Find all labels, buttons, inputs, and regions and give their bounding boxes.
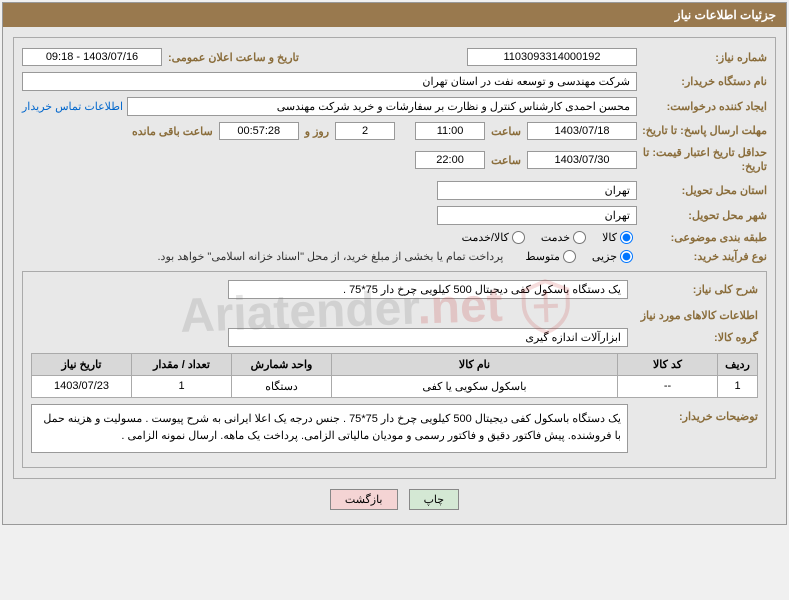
payment-note: پرداخت تمام یا بخشی از مبلغ خرید، از محل…: [158, 250, 510, 263]
th-qty: تعداد / مقدار: [132, 353, 232, 375]
validity-time: 22:00: [415, 151, 485, 169]
radio-partial-input[interactable]: [620, 250, 633, 263]
announce-label: تاریخ و ساعت اعلان عمومی:: [162, 51, 305, 64]
province-value: تهران: [437, 181, 637, 200]
row-deadline: مهلت ارسال پاسخ: تا تاریخ: 1403/07/18 سا…: [22, 122, 767, 140]
radio-goods[interactable]: کالا: [590, 231, 633, 244]
province-label: استان محل تحویل:: [637, 184, 767, 197]
th-code: کد کالا: [618, 353, 718, 375]
deadline-date: 1403/07/18: [527, 122, 637, 140]
buyer-value: شرکت مهندسی و توسعه نفت در استان تهران: [22, 72, 637, 91]
group-value: ابزارآلات اندازه گیری: [228, 328, 628, 347]
row-buyer-notes: توضیحات خریدار: یک دستگاه باسکول کفی دیج…: [31, 404, 758, 453]
deadline-label: مهلت ارسال پاسخ: تا تاریخ:: [637, 124, 767, 138]
validity-label: حداقل تاریخ اعتبار قیمت: تا تاریخ:: [637, 146, 767, 175]
goods-table: ردیف کد کالا نام کالا واحد شمارش تعداد /…: [31, 353, 758, 398]
table-header-row: ردیف کد کالا نام کالا واحد شمارش تعداد /…: [32, 353, 758, 375]
th-name: نام کالا: [332, 353, 618, 375]
need-no-value: 1103093314000192: [467, 48, 637, 66]
group-label: گروه کالا:: [628, 331, 758, 344]
table-row: 1 -- باسکول سکویی یا کفی دستگاه 1 1403/0…: [32, 375, 758, 397]
row-category: طبقه بندی موضوعی: کالا خدمت کالا/خدمت: [22, 231, 767, 244]
cell-name: باسکول سکویی یا کفی: [332, 375, 618, 397]
validity-date: 1403/07/30: [527, 151, 637, 169]
row-summary: شرح کلی نیاز: یک دستگاه باسکول کفی دیجیت…: [31, 280, 758, 299]
goods-info-title: اطلاعات کالاهای مورد نیاز: [31, 309, 758, 322]
cell-qty: 1: [132, 375, 232, 397]
contact-link[interactable]: اطلاعات تماس خریدار: [22, 100, 127, 113]
buyer-notes-label: توضیحات خریدار:: [628, 404, 758, 423]
th-unit: واحد شمارش: [232, 353, 332, 375]
category-label: طبقه بندی موضوعی:: [637, 231, 767, 244]
deadline-time: 11:00: [415, 122, 485, 140]
summary-value: یک دستگاه باسکول کفی دیجیتال 500 کیلویی …: [228, 280, 628, 299]
th-row: ردیف: [718, 353, 758, 375]
process-label: نوع فرآیند خرید:: [637, 250, 767, 263]
radio-both[interactable]: کالا/خدمت: [450, 231, 525, 244]
requester-label: ایجاد کننده درخواست:: [637, 100, 767, 113]
time-label-2: ساعت: [485, 154, 527, 167]
cell-code: --: [618, 375, 718, 397]
cell-row: 1: [718, 375, 758, 397]
row-group: گروه کالا: ابزارآلات اندازه گیری: [31, 328, 758, 347]
radio-partial[interactable]: جزیی: [580, 250, 633, 263]
back-button[interactable]: بازگشت: [330, 489, 398, 510]
radio-medium-input[interactable]: [563, 250, 576, 263]
row-need-no: شماره نیاز: 1103093314000192 تاریخ و ساع…: [22, 48, 767, 66]
row-city: شهر محل تحویل: تهران: [22, 206, 767, 225]
button-row: چاپ بازگشت: [13, 479, 776, 514]
requester-value: محسن احمدی کارشناس کنترل و نظارت بر سفار…: [127, 97, 637, 116]
row-process: نوع فرآیند خرید: جزیی متوسط پرداخت تمام …: [22, 250, 767, 263]
days-label: روز و: [299, 125, 335, 138]
days-value: 2: [335, 122, 395, 140]
print-button[interactable]: چاپ: [409, 489, 460, 510]
buyer-label: نام دستگاه خریدار:: [637, 75, 767, 88]
th-date: تاریخ نیاز: [32, 353, 132, 375]
city-value: تهران: [437, 206, 637, 225]
form-panel: شماره نیاز: 1103093314000192 تاریخ و ساع…: [13, 37, 776, 479]
announce-value: 1403/07/16 - 09:18: [22, 48, 162, 66]
radio-both-input[interactable]: [512, 231, 525, 244]
radio-medium[interactable]: متوسط: [513, 250, 576, 263]
row-validity: حداقل تاریخ اعتبار قیمت: تا تاریخ: 1403/…: [22, 146, 767, 175]
row-buyer: نام دستگاه خریدار: شرکت مهندسی و توسعه ن…: [22, 72, 767, 91]
cell-unit: دستگاه: [232, 375, 332, 397]
cell-date: 1403/07/23: [32, 375, 132, 397]
summary-label: شرح کلی نیاز:: [628, 283, 758, 296]
city-label: شهر محل تحویل:: [637, 209, 767, 222]
window-title-bar: جزئیات اطلاعات نیاز: [3, 3, 786, 27]
details-subpanel: شرح کلی نیاز: یک دستگاه باسکول کفی دیجیت…: [22, 271, 767, 468]
row-requester: ایجاد کننده درخواست: محسن احمدی کارشناس …: [22, 97, 767, 116]
countdown: 00:57:28: [219, 122, 299, 140]
radio-service[interactable]: خدمت: [529, 231, 586, 244]
need-no-label: شماره نیاز:: [637, 51, 767, 64]
main-window: جزئیات اطلاعات نیاز شماره نیاز: 11030933…: [2, 2, 787, 525]
buyer-notes-value: یک دستگاه باسکول کفی دیجیتال 500 کیلویی …: [31, 404, 628, 453]
radio-service-input[interactable]: [573, 231, 586, 244]
window-title: جزئیات اطلاعات نیاز: [675, 8, 776, 22]
time-label-1: ساعت: [485, 125, 527, 138]
remain-label: ساعت باقی مانده: [126, 125, 219, 138]
row-province: استان محل تحویل: تهران: [22, 181, 767, 200]
radio-goods-input[interactable]: [620, 231, 633, 244]
